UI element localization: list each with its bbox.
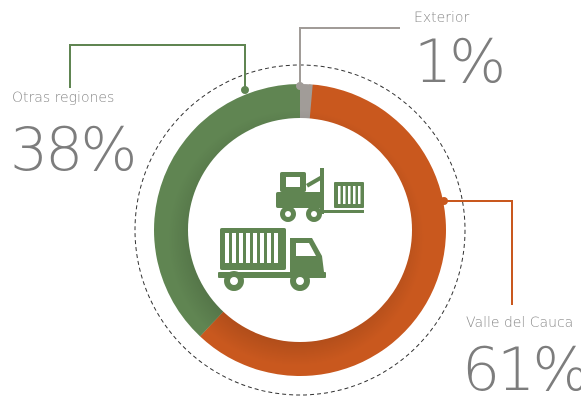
label-exterior: Exterior [414, 10, 470, 26]
connector-otras [69, 44, 246, 90]
connector-exterior [299, 27, 400, 86]
truck-icon [218, 228, 326, 291]
forklift-icon [276, 168, 364, 222]
connectors [69, 27, 513, 305]
value-valle-del-cauca: 61% [462, 335, 581, 405]
label-otras-regiones: Otras regiones [12, 90, 115, 106]
label-valle-del-cauca: Valle del Cauca [466, 315, 574, 331]
connector-valle-dot [440, 197, 448, 205]
connector-exterior-dot [296, 82, 304, 90]
value-exterior: 1% [414, 27, 506, 97]
connector-valle [444, 200, 513, 305]
value-otras-regiones: 38% [10, 115, 137, 185]
connector-otras-dot [241, 86, 249, 94]
donut-center [188, 118, 412, 342]
